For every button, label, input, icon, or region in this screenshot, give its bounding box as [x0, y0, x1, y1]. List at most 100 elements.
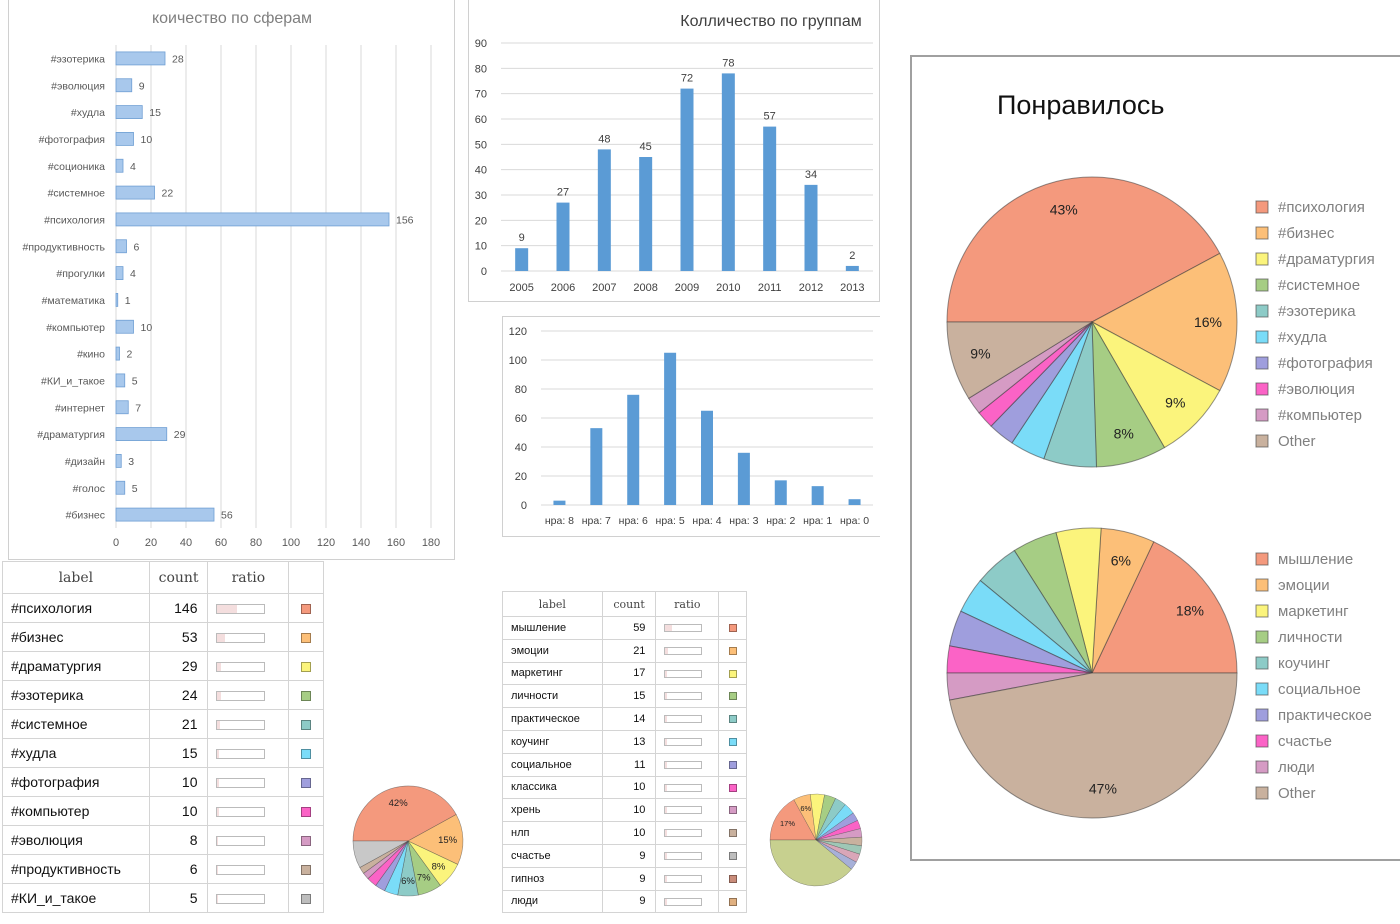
legend-label: #системное — [1278, 277, 1360, 294]
ratio-bar — [664, 715, 703, 724]
row-label: #психология — [2, 593, 150, 623]
row-ratio — [207, 767, 290, 797]
legend-label: практическое — [1278, 707, 1372, 724]
row-label: #эволюция — [2, 825, 150, 855]
spheres-chart-panel: коичество по сферам 0 20 40 60 80 100 120 140 16… — [8, 0, 455, 560]
ratio-bar — [216, 633, 266, 644]
tags-header-label: label — [2, 561, 150, 594]
tags-header-count: count — [148, 561, 209, 594]
data-label: 156 — [396, 214, 414, 226]
color-swatch — [728, 760, 737, 769]
category-label: #эзотерика — [51, 53, 105, 65]
category-label: #бизнес — [66, 510, 105, 522]
data-label: 6 — [134, 241, 140, 253]
pie-slice — [769, 839, 852, 887]
ratio-bar-fill — [665, 647, 668, 654]
row-label: #фотография — [2, 767, 150, 797]
row-ratio — [655, 866, 720, 891]
data-label: 22 — [162, 188, 174, 200]
ratio-bar — [216, 749, 266, 760]
ratio-bar — [664, 669, 703, 678]
bar — [115, 51, 166, 66]
row-count: 29 — [148, 651, 209, 681]
color-swatch — [301, 778, 312, 789]
legend-label: личности — [1278, 629, 1342, 646]
row-color — [718, 638, 747, 663]
category-label: нра: 8 — [545, 515, 574, 527]
ratio-bar — [664, 851, 703, 860]
table-row: #продуктивность 6 — [2, 854, 324, 884]
category-label: 2010 — [716, 282, 740, 294]
row-ratio — [655, 821, 720, 845]
row-count: 146 — [148, 593, 209, 623]
row-color — [718, 843, 747, 868]
y-tick-label: 80 — [475, 63, 487, 75]
color-swatch — [728, 897, 737, 906]
data-label: 72 — [681, 73, 693, 85]
row-count: 10 — [601, 821, 657, 845]
row-ratio — [207, 680, 290, 710]
legend-label: Other — [1278, 433, 1316, 450]
legend-label: #компьютер — [1278, 407, 1362, 424]
y-tick-label: 0 — [481, 266, 487, 278]
data-label: 78 — [722, 57, 734, 69]
table-row: личности 15 — [502, 684, 747, 709]
row-ratio — [655, 616, 720, 640]
tags-header-ratio: ratio — [207, 561, 290, 594]
ratio-bar-fill — [665, 830, 667, 837]
row-count: 21 — [601, 638, 657, 663]
row-label: #бизнес — [2, 622, 150, 652]
row-ratio — [207, 796, 290, 826]
legend-swatch — [1255, 408, 1269, 422]
legend-swatch — [1255, 708, 1269, 722]
pie-percent-label: 8% — [1114, 425, 1134, 441]
legend-swatch — [1255, 200, 1269, 214]
ratio-bar — [664, 806, 703, 815]
legend-swatch — [1255, 226, 1269, 240]
category-label: #системное — [48, 188, 106, 200]
data-label: 3 — [128, 456, 134, 468]
row-color — [288, 825, 324, 855]
ratio-bar-fill — [665, 738, 667, 745]
table-row: #эволюция 8 — [2, 825, 324, 855]
table-row: гипноз 9 — [502, 866, 747, 891]
data-label: 2 — [849, 250, 855, 262]
row-count: 53 — [148, 622, 209, 652]
words-header-label: label — [502, 591, 603, 617]
bar — [590, 428, 603, 505]
row-color — [718, 866, 747, 891]
legend-label: коучинг — [1278, 655, 1331, 672]
color-swatch — [728, 806, 737, 815]
row-label: эмоции — [502, 638, 603, 663]
row-count: 10 — [148, 767, 209, 797]
category-label: 2008 — [633, 282, 657, 294]
table-row: #драматургия 29 — [2, 651, 324, 681]
ratio-bar — [664, 874, 703, 883]
ratio-bar — [216, 720, 266, 731]
y-tick-label: 40 — [475, 165, 487, 177]
liked-pies: Понравилось 43% 16% 9% 8% 9% #психология #бизн… — [946, 90, 1375, 819]
table-row: #психология 146 — [2, 593, 324, 623]
x-tick-label: 20 — [145, 537, 157, 549]
legend-swatch — [1255, 434, 1269, 448]
row-label: гипноз — [502, 866, 603, 891]
table-row: практическое 14 — [502, 707, 747, 731]
bar — [115, 212, 390, 227]
data-label: 28 — [172, 53, 184, 65]
x-tick-label: 40 — [180, 537, 192, 549]
row-color — [718, 752, 747, 777]
row-count: 9 — [601, 889, 657, 914]
table-row: маркетинг 17 — [502, 661, 747, 686]
bar — [804, 184, 818, 271]
category-label: #фотография — [39, 134, 105, 146]
table-row: эмоции 21 — [502, 638, 747, 663]
legend-swatch — [1255, 760, 1269, 774]
pie-percent-label: 9% — [970, 346, 990, 362]
row-count: 9 — [601, 866, 657, 891]
legend-swatch — [1255, 578, 1269, 592]
category-label: #дизайн — [65, 456, 105, 468]
row-count: 6 — [148, 854, 209, 884]
row-count: 24 — [148, 680, 209, 710]
table-row: хрень 10 — [502, 798, 747, 823]
legend-swatch — [1255, 252, 1269, 266]
